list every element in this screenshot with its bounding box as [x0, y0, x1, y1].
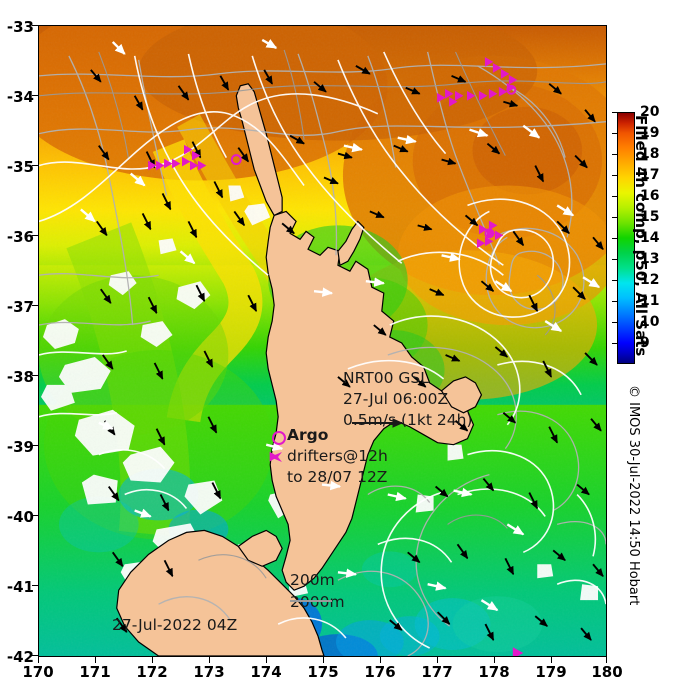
- colorbar-title: Filled 4h comp, p50, All Sats: [632, 115, 650, 357]
- xtick-179: 179: [535, 663, 567, 681]
- colorbar[interactable]: 20 19 18 17 16 15 14 13 12 11 10 9: [612, 104, 659, 364]
- xtick-178: 178: [478, 663, 510, 681]
- cb-label-13: 13: [640, 251, 660, 267]
- nrt-line-3: 0.5m/s (1kt 24h): [343, 411, 473, 429]
- drifter-tracks: [148, 57, 524, 656]
- cb-label-18: 18: [640, 146, 660, 162]
- tracks-legend-note: Argo drifters@12h to 28/07 12Z: [287, 425, 388, 488]
- argo-marker-icon: [272, 431, 286, 445]
- xtick-180: 180: [591, 663, 623, 681]
- cb-label-19: 19: [640, 125, 660, 141]
- xtick-173: 173: [193, 663, 225, 681]
- drifters-legend-label: drifters@12h: [287, 447, 388, 465]
- xtick-174: 174: [250, 663, 282, 681]
- ytick--33: -33: [6, 18, 34, 36]
- xtick-177: 177: [421, 663, 453, 681]
- drifter-marker-icon: [270, 452, 282, 462]
- ytick--34: -34: [6, 88, 34, 106]
- argo-legend-label: Argo: [287, 426, 329, 444]
- argo-markers: [230, 84, 517, 239]
- ytick--36: -36: [6, 228, 34, 246]
- cb-label-17: 17: [640, 167, 660, 183]
- credit-text: © IMOS 30-Jul-2022 14:50 Hobart: [626, 385, 641, 606]
- tracks-period-label: to 28/07 12Z: [287, 468, 388, 486]
- bathymetry-contours-2000m: [39, 49, 606, 579]
- current-product-note: NRT00 GSL 27-Jul 06:00Z 0.5m/s (1kt 24h): [343, 368, 472, 431]
- cb-label-11: 11: [640, 293, 660, 309]
- xtick-170: 170: [22, 663, 54, 681]
- cb-label-14: 14: [640, 230, 660, 246]
- cb-label-12: 12: [640, 272, 660, 288]
- map-plot-area[interactable]: [38, 25, 607, 657]
- bathymetry-legend-line: [290, 600, 332, 602]
- xtick-175: 175: [307, 663, 339, 681]
- ytick--35: -35: [6, 158, 34, 176]
- cb-label-15: 15: [640, 209, 660, 225]
- ytick--37: -37: [6, 298, 34, 316]
- nrt-line-1: NRT00 GSL: [343, 369, 429, 387]
- xtick-176: 176: [364, 663, 396, 681]
- ytick--40: -40: [6, 508, 34, 526]
- cb-label-20: 20: [640, 104, 660, 120]
- sst-timestamp-note: 27-Jul-2022 04Z: [112, 616, 238, 634]
- ytick--42: -42: [6, 648, 34, 666]
- cb-label-10: 10: [640, 314, 660, 330]
- xtick-172: 172: [136, 663, 168, 681]
- xtick-171: 171: [79, 663, 111, 681]
- colorbar-gradient: [617, 112, 635, 364]
- velocity-vectors-white: [80, 38, 601, 612]
- ytick--39: -39: [6, 438, 34, 456]
- depth-200m-label: 200m: [290, 571, 335, 589]
- ytick--41: -41: [6, 578, 34, 596]
- sst-map-canvas: [39, 26, 606, 656]
- cb-label-16: 16: [640, 188, 660, 204]
- bathymetry-legend-note: 200m 2000m: [290, 569, 345, 613]
- land-layer: [116, 83, 483, 656]
- nrt-line-2: 27-Jul 06:00Z: [343, 390, 449, 408]
- ytick--38: -38: [6, 368, 34, 386]
- depth-2000m-label: 2000m: [290, 593, 345, 611]
- velocity-scale-arrow: [352, 418, 404, 428]
- cb-label-9: 9: [640, 335, 650, 351]
- velocity-vectors-black: [90, 65, 604, 641]
